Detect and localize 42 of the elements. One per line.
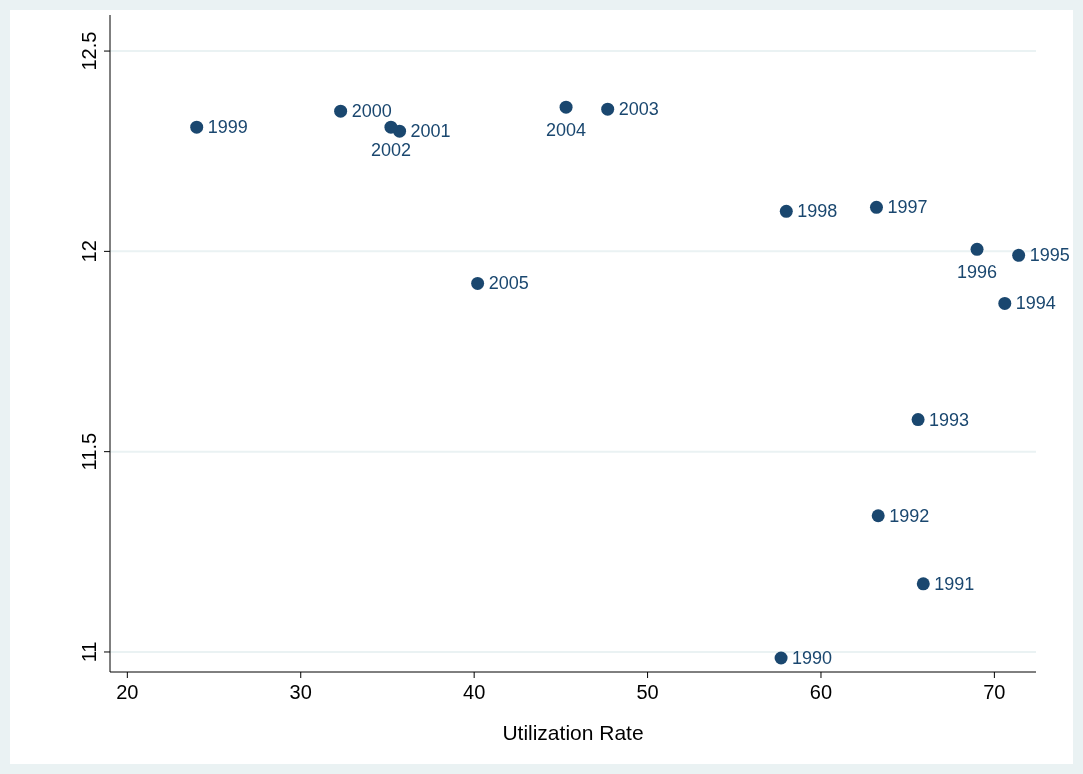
- annotation: 2005: [488, 273, 529, 294]
- annotation: 1993: [929, 409, 970, 430]
- point: [1012, 248, 1026, 262]
- annotation: 1990: [792, 647, 833, 668]
- point: [601, 102, 615, 116]
- x-axis-title: Utilization Rate: [502, 721, 644, 744]
- point: [998, 296, 1012, 310]
- point: [970, 242, 984, 256]
- annotation: 2003: [618, 99, 659, 120]
- x-tick-label: 20: [116, 681, 139, 703]
- point: [779, 204, 793, 218]
- x-tick-label: 30: [289, 681, 312, 703]
- annotation: 1997: [887, 197, 928, 218]
- y-tick-label: 12.5: [78, 31, 100, 71]
- annotation: 2002: [370, 140, 411, 161]
- y-tick-label: 12: [78, 240, 100, 263]
- annotation: 1991: [934, 573, 975, 594]
- annotation: 1994: [1015, 293, 1056, 314]
- annotation: 1995: [1029, 245, 1070, 266]
- point: [871, 509, 885, 523]
- annotation: 1996: [957, 262, 998, 283]
- annotation: 2001: [410, 121, 451, 142]
- x-tick-label: 40: [463, 681, 486, 703]
- annotation: 2000: [351, 101, 392, 122]
- point: [334, 104, 348, 118]
- point: [384, 120, 398, 134]
- point: [190, 120, 204, 134]
- annotation: 1999: [207, 117, 248, 138]
- x-tick-label: 70: [983, 681, 1006, 703]
- annotation: 1998: [797, 201, 838, 222]
- point: [471, 276, 485, 290]
- point: [559, 100, 573, 114]
- x-tick-label: 50: [636, 681, 659, 703]
- point: [911, 413, 925, 427]
- y-tick-label: 11.5: [78, 432, 100, 471]
- annotation: 1992: [889, 505, 930, 526]
- y-tick-label: 11: [78, 641, 100, 663]
- point: [869, 200, 883, 214]
- x-tick-label: 60: [809, 681, 833, 703]
- point: [774, 651, 788, 665]
- point: [916, 577, 930, 591]
- annotation: 2004: [546, 120, 587, 141]
